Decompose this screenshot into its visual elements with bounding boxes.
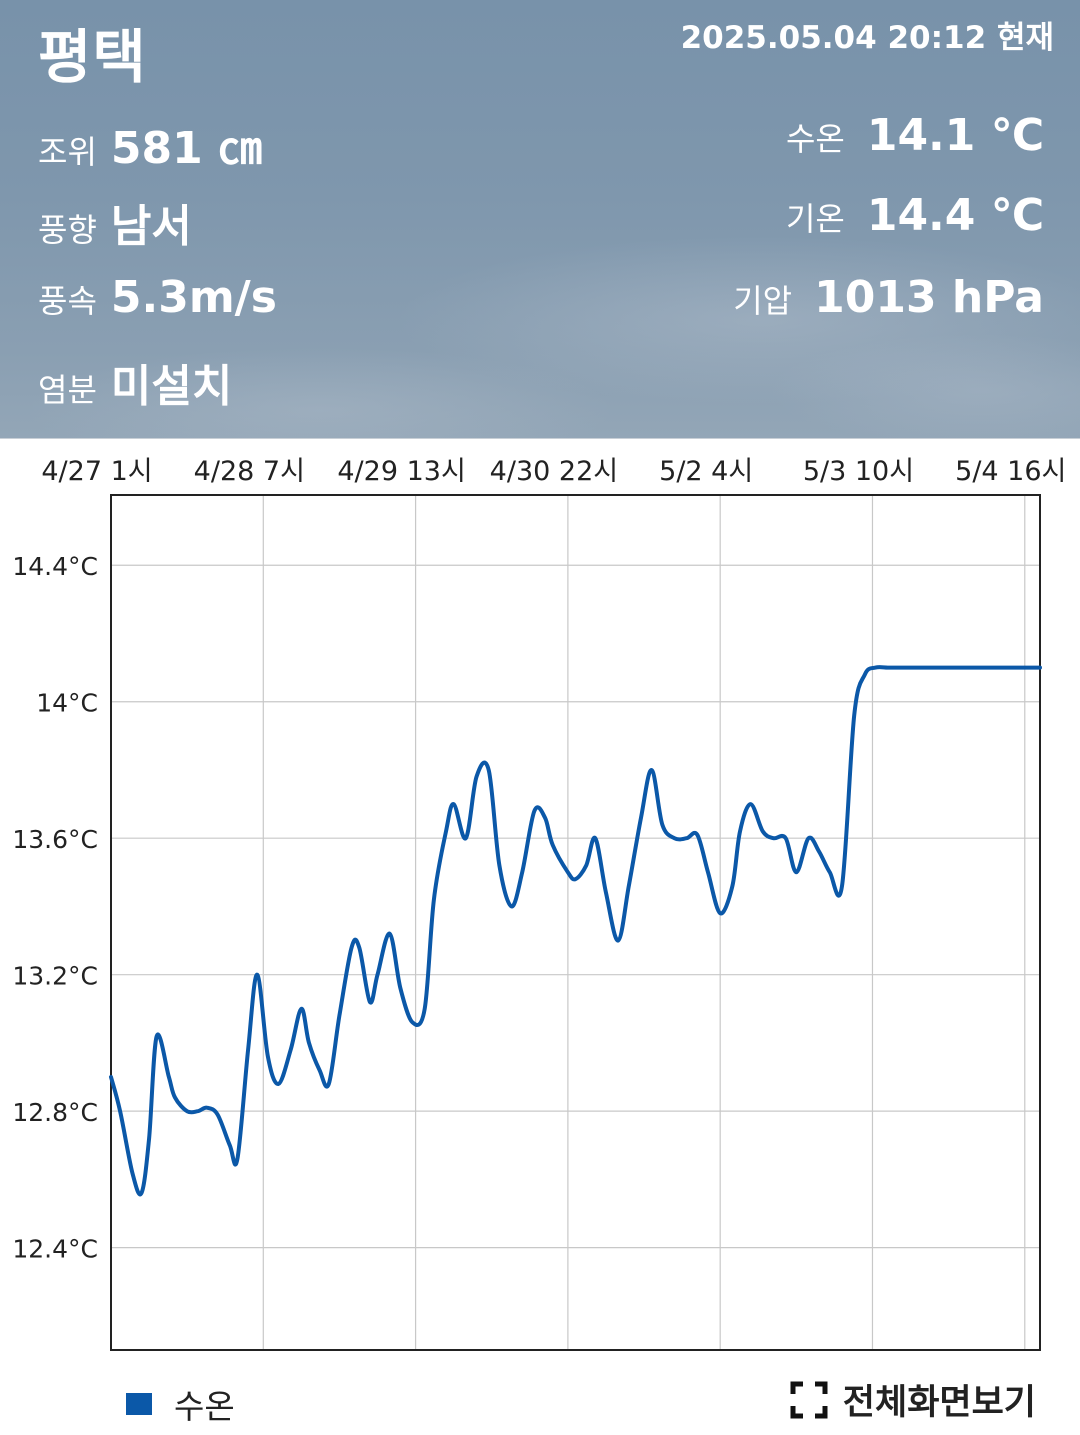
water-temperature-chart: 14.4°C 14°C 13.6°C 13.2°C 12.8°C 12.4°C 4/27 1… [0, 440, 1080, 1370]
wind-speed-row: 풍속 5.3m/s [38, 272, 277, 323]
x-tick-label: 4/28 7시 [194, 456, 305, 487]
y-tick-label: 12.8°C [12, 1098, 98, 1127]
tide-level-row: 조위 581 ㎝ [38, 112, 262, 176]
fullscreen-label: 전체화면보기 [842, 1383, 1036, 1423]
air-temp-label: 기온 [785, 200, 845, 238]
chart-legend[interactable]: 수온 [126, 1380, 235, 1428]
wind-speed-label: 풍속 [38, 282, 97, 320]
air-pressure-label: 기압 [733, 282, 793, 320]
y-tick-label: 14.4°C [12, 552, 98, 581]
legend-label: 수온 [174, 1387, 235, 1426]
y-tick-label: 13.6°C [12, 825, 98, 854]
station-name: 평택 [38, 23, 147, 91]
station-header: 평택 2025.05.04 20:12 현재 조위 581 ㎝ 풍향 남서 풍속… [0, 0, 1080, 439]
air-temp-row: 기온 14.4 ℃ [786, 190, 1044, 241]
x-tick-label: 4/27 1시 [41, 456, 152, 487]
x-tick-label: 5/2 4시 [659, 456, 753, 487]
salinity-row: 염분 미설치 [38, 350, 232, 414]
tide-level-label: 조위 [38, 133, 97, 171]
water-temp-label: 수온 [785, 120, 845, 158]
chart-footer: 수온 전체화면보기 [0, 1370, 1080, 1435]
x-tick-label: 4/30 22시 [490, 456, 618, 487]
x-tick-label: 5/3 10시 [803, 456, 914, 487]
plot-frame [110, 494, 1041, 1351]
water-temp-row: 수온 14.1 ℃ [786, 110, 1044, 161]
wind-direction-label: 풍향 [38, 211, 97, 249]
y-tick-label: 13.2°C [12, 962, 98, 991]
salinity-label: 염분 [38, 371, 97, 409]
air-pressure-row: 기압 1013 hPa [733, 272, 1044, 323]
wind-direction-row: 풍향 남서 [38, 190, 192, 254]
wind-direction-value: 남서 [110, 201, 192, 252]
fullscreen-icon [790, 1381, 828, 1418]
water-temp-series-line [109, 665, 1042, 1197]
fullscreen-button[interactable]: 전체화면보기 [789, 1374, 1036, 1425]
y-tick-label: 12.4°C [12, 1235, 98, 1264]
x-tick-label: 4/29 13시 [337, 456, 465, 487]
observation-timestamp: 2025.05.04 20:12 현재 [680, 20, 1054, 56]
x-tick-label: 5/4 16시 [955, 456, 1066, 487]
air-pressure-value: 1013 hPa [814, 272, 1044, 323]
tide-level-value: 581 ㎝ [110, 123, 263, 174]
salinity-value: 미설치 [110, 361, 233, 412]
legend-swatch [126, 1393, 152, 1415]
chart-canvas: 14.4°C 14°C 13.6°C 13.2°C 12.8°C 12.4°C 4/27 1… [12, 456, 1066, 1351]
air-temp-value: 14.4 ℃ [866, 190, 1044, 241]
wind-speed-value: 5.3m/s [110, 272, 277, 323]
water-temp-value: 14.1 ℃ [866, 110, 1044, 161]
y-tick-label: 14°C [36, 689, 98, 718]
